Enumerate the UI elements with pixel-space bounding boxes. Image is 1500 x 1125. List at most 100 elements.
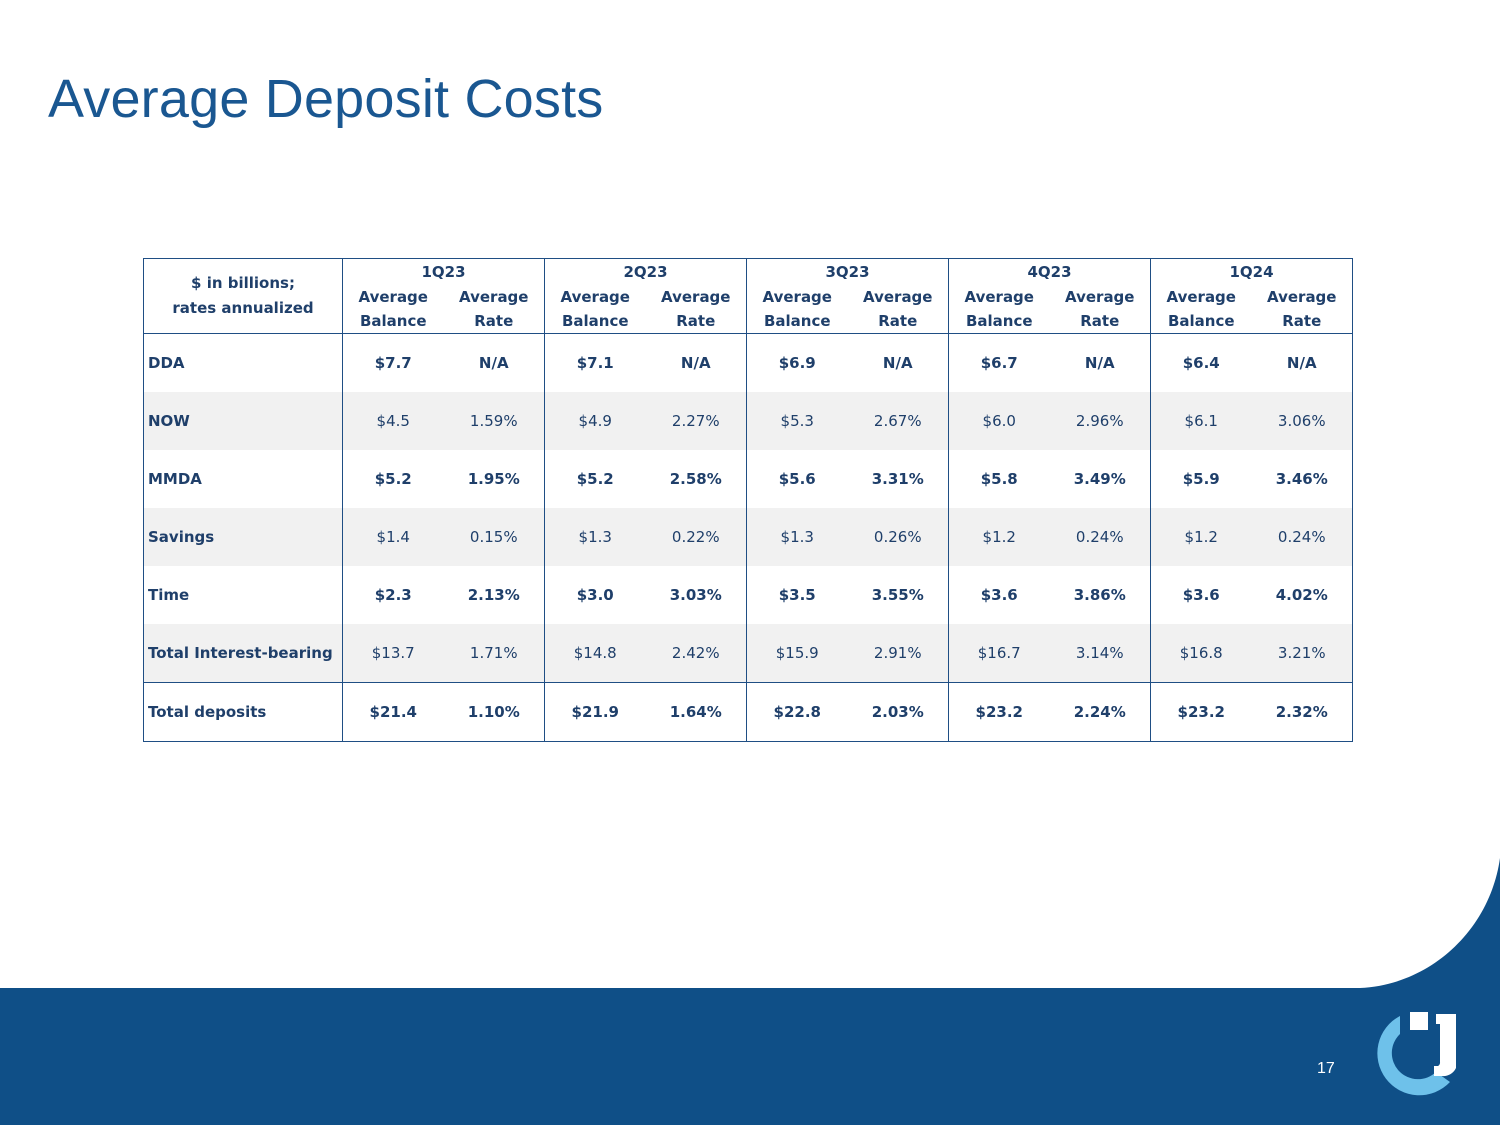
cell-balance: $15.9 xyxy=(746,624,848,683)
cell-balance: $23.2 xyxy=(1150,682,1252,742)
cell-balance: $23.2 xyxy=(948,682,1050,742)
cell-balance: $5.3 xyxy=(746,392,848,450)
cell-balance: $4.9 xyxy=(544,392,646,450)
cell-rate: 1.10% xyxy=(443,682,545,742)
sub-header-bottom: Rate xyxy=(443,309,545,334)
sub-header-bottom: Rate xyxy=(645,309,747,334)
cell-rate: 2.91% xyxy=(847,624,949,683)
header-label-line1: $ in billions; xyxy=(191,274,295,292)
cell-rate: 0.26% xyxy=(847,508,949,566)
table-row-time: Time $2.3 2.13% $3.0 3.03% $3.5 3.55% $3… xyxy=(143,566,1353,624)
row-label: Total deposits xyxy=(143,682,343,742)
sub-header-top: Average xyxy=(1150,285,1252,309)
cell-rate: 3.03% xyxy=(645,566,747,624)
cell-rate: 0.24% xyxy=(1049,508,1151,566)
table-row-mmda: MMDA $5.2 1.95% $5.2 2.58% $5.6 3.31% $5… xyxy=(143,450,1353,508)
row-label: DDA xyxy=(143,333,343,392)
page-number: 17 xyxy=(1317,1060,1335,1077)
cell-rate: 0.15% xyxy=(443,508,545,566)
cell-rate: 1.64% xyxy=(645,682,747,742)
cell-balance: $22.8 xyxy=(746,682,848,742)
cell-rate: 2.42% xyxy=(645,624,747,683)
cell-balance: $14.8 xyxy=(544,624,646,683)
sub-header-top: Average xyxy=(342,285,444,309)
sub-header-top: Average xyxy=(544,285,646,309)
cell-balance: $21.4 xyxy=(342,682,444,742)
cell-rate: 2.27% xyxy=(645,392,747,450)
corner-curve-shape xyxy=(1360,858,1500,988)
cell-rate: 3.06% xyxy=(1251,392,1353,450)
cell-rate: 3.21% xyxy=(1251,624,1353,683)
cell-balance: $1.2 xyxy=(948,508,1050,566)
cell-rate: 2.96% xyxy=(1049,392,1151,450)
cell-balance: $3.6 xyxy=(948,566,1050,624)
cell-balance: $1.4 xyxy=(342,508,444,566)
sub-header-bottom: Balance xyxy=(948,309,1050,334)
sub-header-bottom: Balance xyxy=(746,309,848,334)
cell-balance: $6.1 xyxy=(1150,392,1252,450)
row-label: Savings xyxy=(143,508,343,566)
cell-rate: 3.49% xyxy=(1049,450,1151,508)
cell-balance: $6.0 xyxy=(948,392,1050,450)
cell-rate: 2.03% xyxy=(847,682,949,742)
deposit-costs-table: $ in billions; rates annualized 1Q23 2Q2… xyxy=(143,258,1353,742)
quarter-header-2q23: 2Q23 xyxy=(544,258,747,285)
cell-balance: $4.5 xyxy=(342,392,444,450)
cell-balance: $5.2 xyxy=(544,450,646,508)
sub-header-top: Average xyxy=(948,285,1050,309)
quarter-header-3q23: 3Q23 xyxy=(746,258,949,285)
cell-rate: 1.59% xyxy=(443,392,545,450)
cell-balance: $13.7 xyxy=(342,624,444,683)
deposit-costs-table-container: $ in billions; rates annualized 1Q23 2Q2… xyxy=(143,258,1353,742)
slide-title: Average Deposit Costs xyxy=(48,69,604,129)
cell-rate: N/A xyxy=(645,333,747,392)
cell-balance: $3.6 xyxy=(1150,566,1252,624)
sub-header-bottom: Rate xyxy=(1049,309,1151,334)
cell-rate: 2.13% xyxy=(443,566,545,624)
sub-header-top: Average xyxy=(1251,285,1353,309)
cell-rate: 1.95% xyxy=(443,450,545,508)
cell-rate: 0.22% xyxy=(645,508,747,566)
sub-header-bottom: Balance xyxy=(1150,309,1252,334)
row-label: NOW xyxy=(143,392,343,450)
cell-balance: $16.8 xyxy=(1150,624,1252,683)
table-row-total-interest-bearing: Total Interest-bearing $13.7 1.71% $14.8… xyxy=(143,624,1353,683)
cell-balance: $5.8 xyxy=(948,450,1050,508)
sub-header-bottom: Rate xyxy=(847,309,949,334)
cell-rate: 3.14% xyxy=(1049,624,1151,683)
table-row-now: NOW $4.5 1.59% $4.9 2.27% $5.3 2.67% $6.… xyxy=(143,392,1353,450)
cell-rate: 2.32% xyxy=(1251,682,1353,742)
cell-balance: $21.9 xyxy=(544,682,646,742)
sub-header-top: Average xyxy=(443,285,545,309)
table-row-dda: DDA $7.7 N/A $7.1 N/A $6.9 N/A $6.7 N/A … xyxy=(143,333,1353,392)
cell-rate: 3.55% xyxy=(847,566,949,624)
sub-header-top: Average xyxy=(847,285,949,309)
cell-rate: 2.24% xyxy=(1049,682,1151,742)
footer-band xyxy=(0,988,1500,1125)
quarter-header-4q23: 4Q23 xyxy=(948,258,1151,285)
cell-balance: $7.1 xyxy=(544,333,646,392)
cell-balance: $5.2 xyxy=(342,450,444,508)
cell-rate: 0.24% xyxy=(1251,508,1353,566)
sub-header-bottom: Rate xyxy=(1251,309,1353,334)
cell-balance: $1.3 xyxy=(746,508,848,566)
cell-rate: 3.86% xyxy=(1049,566,1151,624)
cell-rate: N/A xyxy=(847,333,949,392)
cell-rate: 4.02% xyxy=(1251,566,1353,624)
cell-balance: $1.3 xyxy=(544,508,646,566)
quarter-header-1q24: 1Q24 xyxy=(1150,258,1353,285)
cell-balance: $3.0 xyxy=(544,566,646,624)
row-label: Time xyxy=(143,566,343,624)
cell-balance: $6.4 xyxy=(1150,333,1252,392)
cell-rate: N/A xyxy=(1251,333,1353,392)
cell-rate: 3.46% xyxy=(1251,450,1353,508)
cell-rate: N/A xyxy=(443,333,545,392)
company-logo-icon xyxy=(1377,1012,1456,1096)
table-header-label: $ in billions; rates annualized xyxy=(143,258,343,334)
cell-balance: $5.9 xyxy=(1150,450,1252,508)
cell-balance: $7.7 xyxy=(342,333,444,392)
sub-header-top: Average xyxy=(1049,285,1151,309)
row-label: MMDA xyxy=(143,450,343,508)
cell-balance: $5.6 xyxy=(746,450,848,508)
